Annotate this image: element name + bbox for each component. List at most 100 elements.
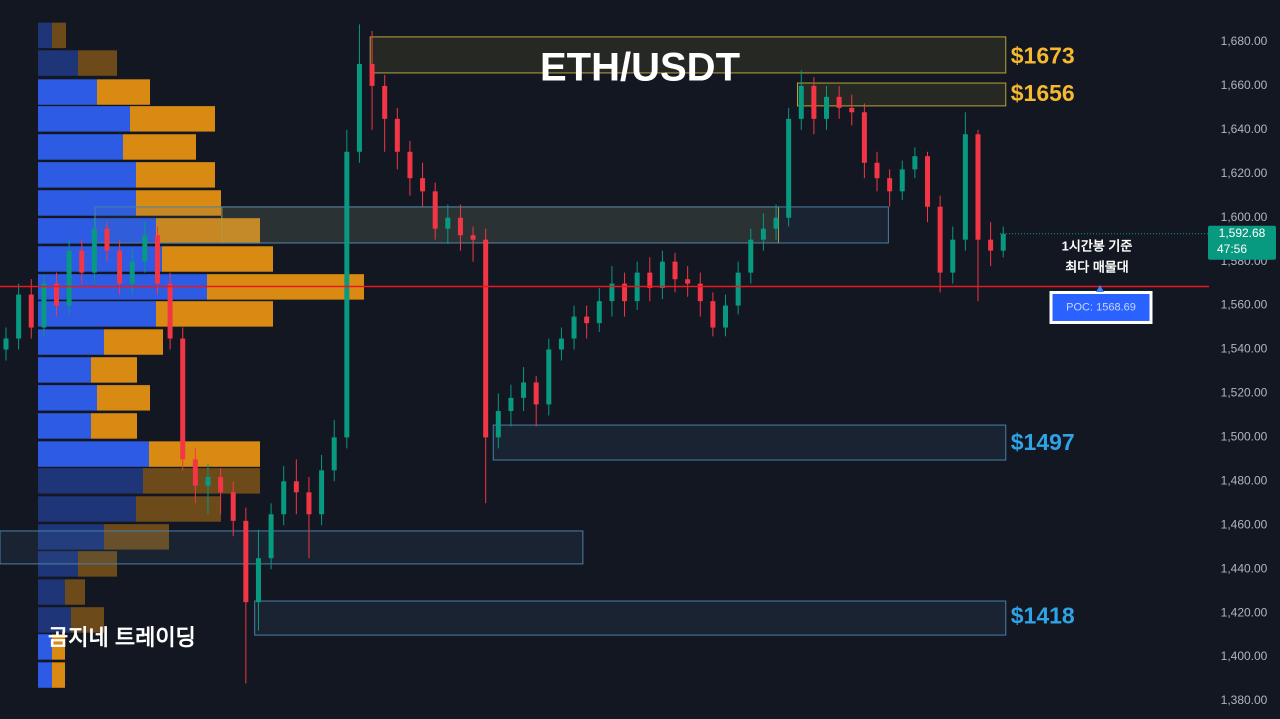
- candle-body: [218, 476, 224, 493]
- candle-body: [331, 437, 337, 471]
- profile-buy: [38, 22, 52, 49]
- candle-body: [899, 169, 905, 192]
- candle-body: [760, 228, 766, 240]
- candle-body: [495, 411, 501, 438]
- candle-body: [584, 316, 590, 324]
- candle-body: [849, 107, 855, 113]
- candle-body: [306, 492, 312, 515]
- y-tick-label: 1,400.00: [1221, 649, 1268, 663]
- candle-body: [154, 235, 160, 284]
- candle-body: [483, 239, 489, 438]
- candle-body: [647, 272, 653, 288]
- profile-buy: [38, 607, 71, 633]
- profile-sell: [143, 468, 260, 494]
- y-tick-label: 1,560.00: [1221, 298, 1268, 312]
- candle-body: [104, 228, 110, 251]
- y-tick-label: 1,380.00: [1221, 693, 1268, 707]
- candle-body: [394, 118, 400, 152]
- profile-sell: [91, 357, 137, 383]
- profile-sell: [52, 22, 66, 49]
- profile-sell: [136, 496, 221, 522]
- candle-body: [710, 301, 716, 328]
- candle-body: [167, 283, 173, 339]
- profile-sell: [104, 329, 163, 355]
- profile-buy: [38, 385, 97, 411]
- candle-body: [988, 239, 994, 251]
- profile-buy: [38, 441, 149, 467]
- profile-buy: [38, 106, 130, 132]
- profile-buy: [38, 357, 91, 383]
- watermark: 곰지네 트레이딩: [48, 625, 196, 650]
- candle-body: [685, 279, 691, 284]
- candle-body: [622, 283, 628, 302]
- annotation: 1시간봉 기준: [1062, 238, 1133, 253]
- candle-body: [558, 338, 564, 350]
- countdown: 47:56: [1217, 242, 1247, 256]
- candle-body: [268, 514, 274, 559]
- profile-buy: [38, 190, 136, 216]
- poc-box: [1049, 290, 1153, 324]
- candle-body: [79, 250, 85, 273]
- zone-label: $1656: [1011, 80, 1075, 106]
- candle-body: [912, 156, 918, 170]
- profile-sell: [162, 246, 273, 272]
- candle-body: [521, 382, 527, 398]
- zone: [221, 206, 780, 244]
- y-tick-label: 1,440.00: [1221, 561, 1268, 575]
- candle-body: [28, 294, 34, 328]
- candle-body: [369, 63, 375, 86]
- profile-sell: [123, 134, 196, 160]
- candle-body: [609, 283, 615, 302]
- y-tick-label: 1,620.00: [1221, 166, 1268, 180]
- profile-buy: [38, 329, 104, 355]
- candle-body: [571, 316, 577, 339]
- zone: [94, 206, 889, 244]
- candle-body: [3, 338, 9, 350]
- profile-buy: [38, 134, 123, 160]
- zone: [796, 82, 1007, 107]
- profile-buy: [38, 468, 143, 494]
- profile-sell: [91, 413, 137, 439]
- candle-body: [319, 470, 325, 515]
- candle-body: [53, 283, 59, 306]
- candle-body: [180, 338, 186, 460]
- candle-body: [937, 206, 943, 273]
- profile-buy: [38, 524, 104, 550]
- candle-body: [407, 151, 413, 179]
- candle-body: [457, 217, 463, 236]
- profile-sell: [136, 190, 221, 216]
- profile-sell: [156, 301, 273, 327]
- candle-body: [786, 118, 792, 218]
- candle-body: [192, 459, 198, 486]
- candle-body: [836, 96, 842, 108]
- candle-body: [470, 235, 476, 240]
- candle-body: [281, 481, 287, 515]
- zone-label: $1673: [1011, 42, 1075, 68]
- profile-sell: [52, 662, 65, 688]
- candle-body: [950, 239, 956, 273]
- profile-buy: [38, 634, 52, 660]
- candle-body: [382, 85, 388, 119]
- zone: [369, 36, 1007, 74]
- candle-body: [824, 96, 830, 119]
- y-tick-label: 1,480.00: [1221, 473, 1268, 487]
- candle-body: [205, 476, 211, 486]
- y-tick-label: 1,660.00: [1221, 78, 1268, 92]
- candle-body: [1000, 233, 1006, 251]
- zone: [492, 424, 1007, 461]
- candle-body: [773, 217, 779, 229]
- candle-body: [924, 156, 930, 207]
- candle-body: [596, 301, 602, 324]
- candle-body: [533, 382, 539, 405]
- candle-body: [975, 134, 981, 240]
- candle-body: [16, 294, 22, 339]
- profile-sell: [52, 634, 65, 660]
- candle-body: [861, 112, 867, 163]
- profile-buy: [38, 496, 136, 522]
- candle-body: [546, 349, 552, 405]
- candle-body: [142, 235, 148, 262]
- candle-body: [723, 305, 729, 328]
- profile-sell: [149, 441, 260, 467]
- candle-body: [129, 261, 135, 284]
